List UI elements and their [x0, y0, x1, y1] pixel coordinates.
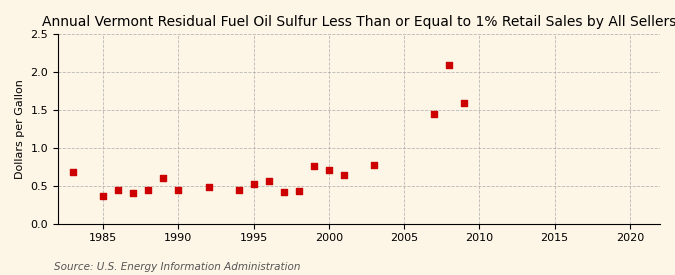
Point	[158, 175, 169, 180]
Point	[173, 188, 184, 192]
Point	[128, 191, 138, 196]
Text: Source: U.S. Energy Information Administration: Source: U.S. Energy Information Administ…	[54, 262, 300, 272]
Point	[248, 182, 259, 186]
Point	[68, 170, 78, 174]
Point	[459, 101, 470, 106]
Point	[143, 188, 154, 192]
Point	[113, 188, 124, 192]
Point	[308, 164, 319, 168]
Point	[369, 163, 379, 168]
Title: Annual Vermont Residual Fuel Oil Sulfur Less Than or Equal to 1% Retail Sales by: Annual Vermont Residual Fuel Oil Sulfur …	[42, 15, 675, 29]
Point	[278, 190, 289, 194]
Point	[323, 168, 334, 172]
Y-axis label: Dollars per Gallon: Dollars per Gallon	[15, 79, 25, 179]
Point	[339, 173, 350, 177]
Point	[263, 179, 274, 183]
Point	[429, 112, 439, 116]
Point	[234, 188, 244, 192]
Point	[203, 185, 214, 189]
Point	[294, 189, 304, 193]
Point	[444, 62, 455, 67]
Point	[98, 194, 109, 199]
